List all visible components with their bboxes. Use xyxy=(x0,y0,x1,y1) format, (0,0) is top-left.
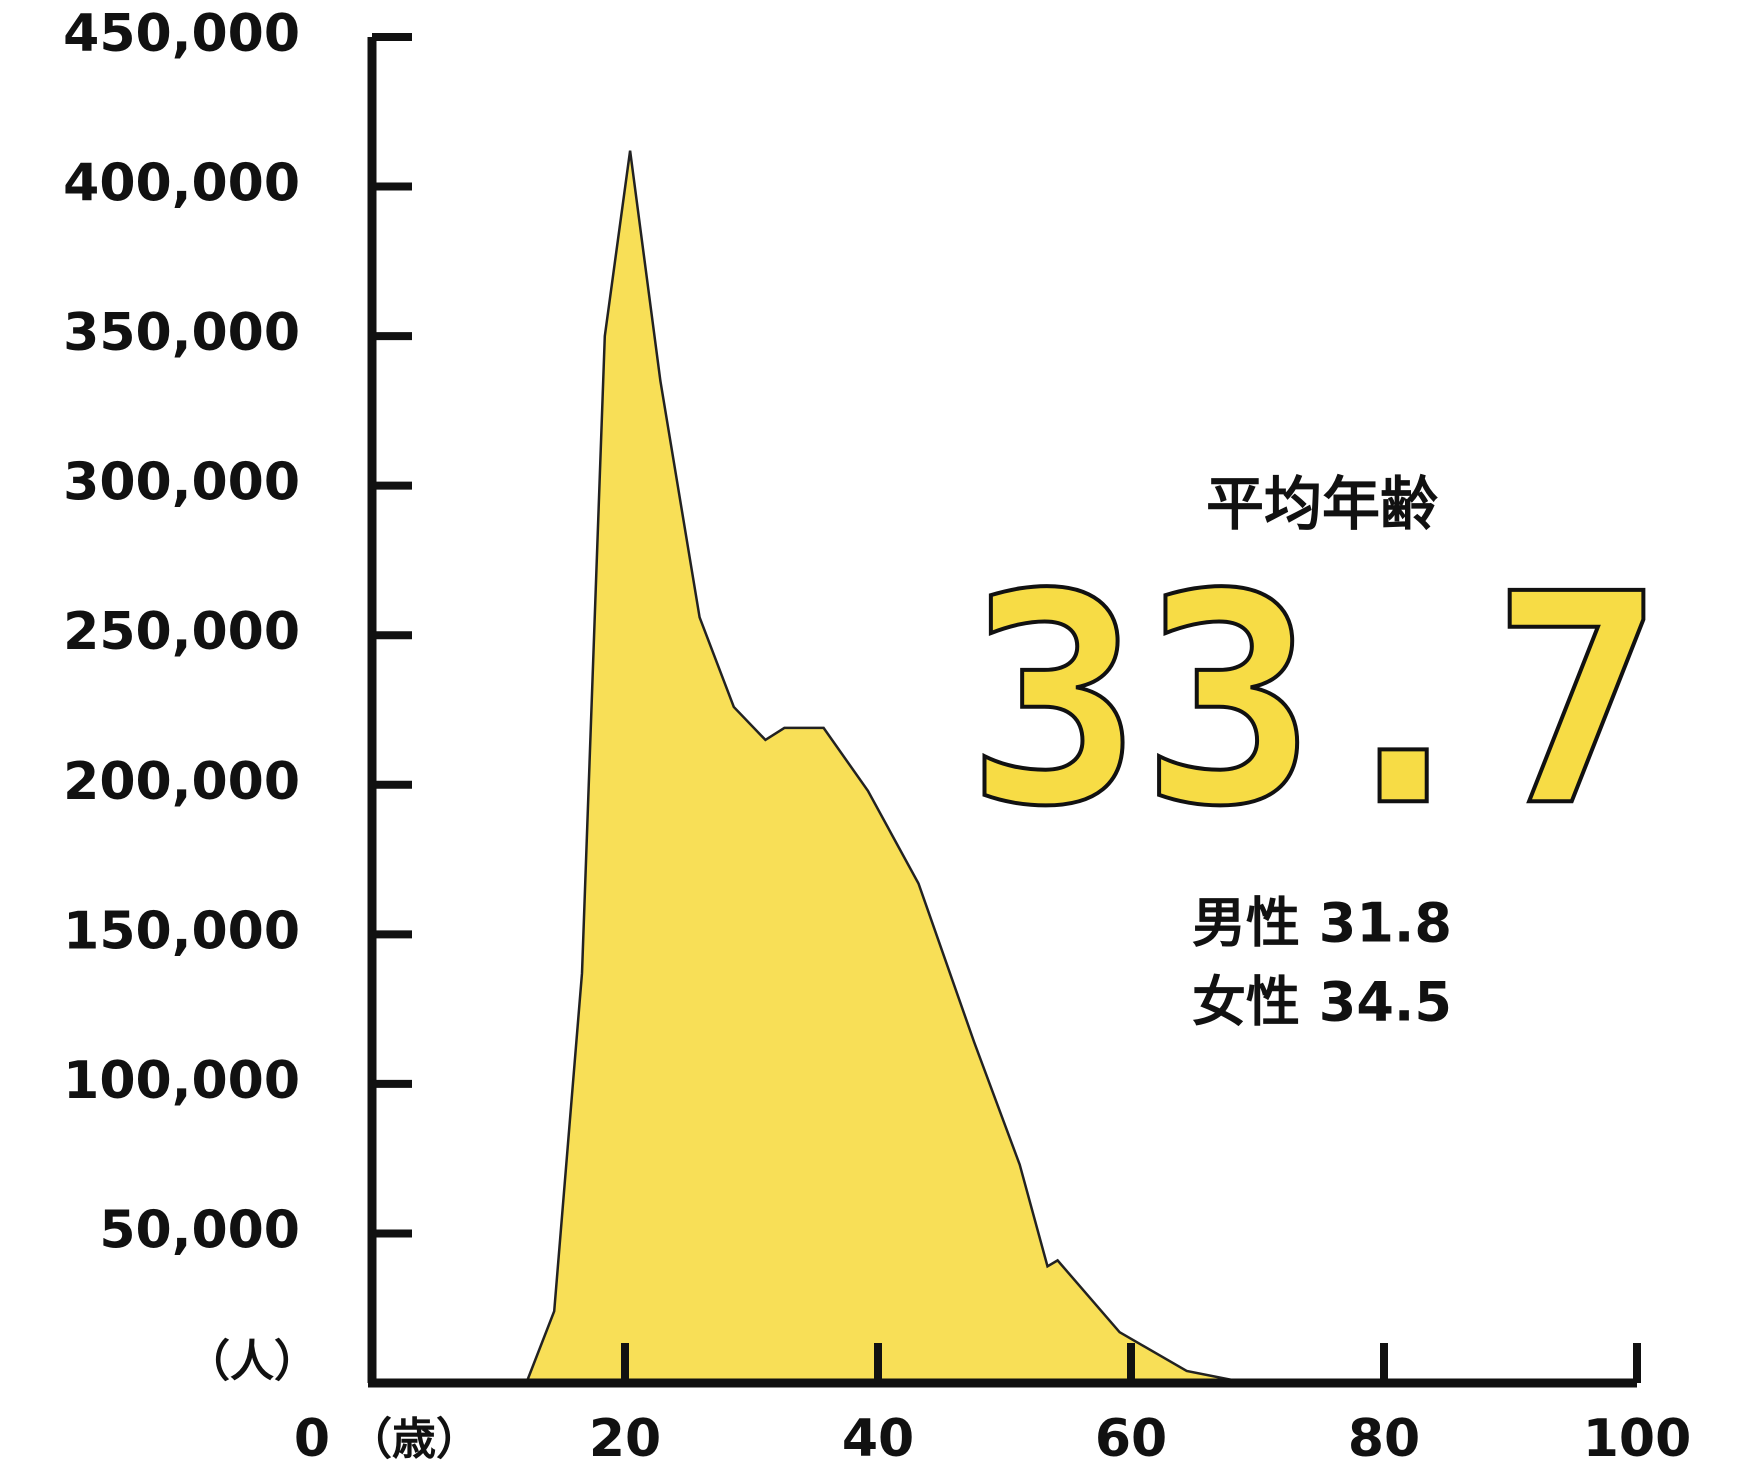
y-tick-label: 100,000 xyxy=(63,1051,300,1111)
female-average: 女性 34.5 xyxy=(1192,971,1452,1034)
male-average: 男性 31.8 xyxy=(1192,892,1452,955)
x-tick-label: 80 xyxy=(1348,1409,1420,1469)
y-tick-label: 50,000 xyxy=(99,1200,300,1260)
x-tick-label: 0 xyxy=(294,1409,330,1469)
y-tick-label: 150,000 xyxy=(63,901,300,961)
y-tick-label: 300,000 xyxy=(63,453,300,513)
x-tick-label: 40 xyxy=(842,1409,914,1469)
y-tick-label: 400,000 xyxy=(63,154,300,214)
y-tick-label: 200,000 xyxy=(63,752,300,812)
average-label: 平均年齢 xyxy=(1206,470,1438,538)
y-tick-label: 350,000 xyxy=(63,303,300,363)
y-tick-label: 250,000 xyxy=(63,602,300,662)
y-unit-label: （人） xyxy=(186,1336,318,1387)
x-tick-label: 100 xyxy=(1583,1409,1692,1469)
x-tick-label: 60 xyxy=(1095,1409,1167,1469)
average-value: 33.7 xyxy=(967,533,1665,870)
area-outline xyxy=(525,150,1233,1384)
y-tick-label: 450,000 xyxy=(63,4,300,64)
x-tick-label: 20 xyxy=(589,1409,661,1469)
area xyxy=(526,150,1233,1384)
x-unit-label: （歳） xyxy=(348,1414,480,1465)
